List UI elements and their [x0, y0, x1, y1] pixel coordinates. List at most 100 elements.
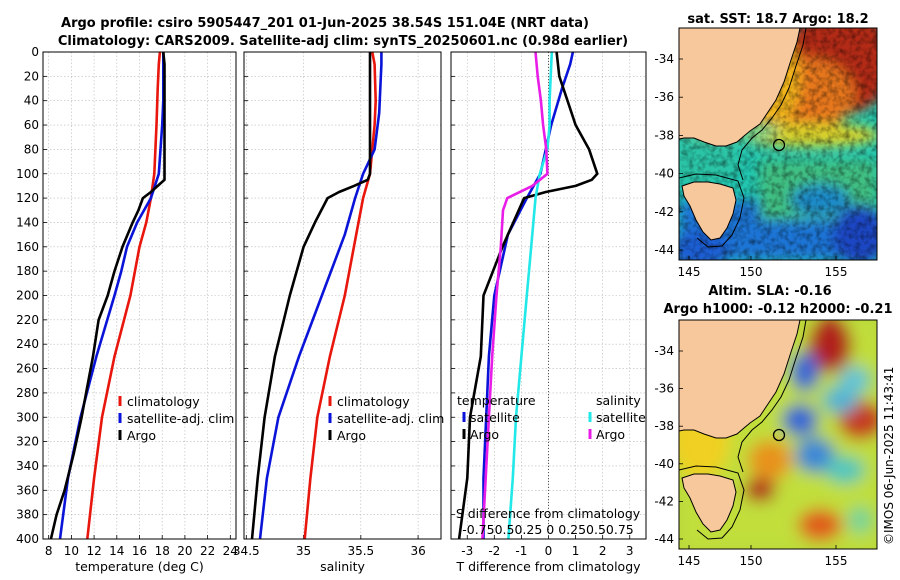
- difference-xtick-label: 3: [626, 544, 634, 558]
- temperature-xtick-label: 12: [86, 544, 101, 558]
- depth-tick-label: 120: [16, 191, 39, 205]
- depth-tick-label: 220: [16, 313, 39, 327]
- legend-temperature-satellite-label: satellite: [470, 410, 520, 425]
- difference-xtick-label: -1: [515, 544, 527, 558]
- depth-tick-label: 240: [16, 337, 39, 351]
- sla-mainland: [679, 320, 801, 439]
- sst-tasmania: [681, 181, 737, 241]
- temperature-axes-frame: [42, 51, 237, 540]
- salinity-legend-label: climatology: [337, 394, 410, 409]
- salinity-xtick-label: 36: [410, 544, 425, 558]
- temperature-xtick-label: 10: [64, 544, 79, 558]
- difference-axes-frame: [450, 51, 647, 540]
- salinity-xtick-label: 35.5: [347, 544, 374, 558]
- sla-argo-location-marker: [772, 428, 786, 442]
- depth-tick-label: 260: [16, 362, 39, 376]
- difference-xtick-label: 1: [572, 544, 580, 558]
- figure-title-line1: Argo profile: csiro 5905447_201 01-Jun-2…: [61, 16, 589, 31]
- figure-title-line2: Climatology: CARS2009. Satellite-adj cli…: [58, 34, 628, 49]
- depth-tick-label: 340: [16, 459, 39, 473]
- sst-shelf-contour: [737, 28, 807, 181]
- sst-map: sat. SST: 18.7 Argo: 18.2: [654, 12, 878, 279]
- map-ytick-label: -44: [654, 243, 674, 257]
- salinity-line-satellite-adj-clim: [258, 52, 383, 539]
- temperature-xtick-label: 24: [223, 544, 238, 558]
- difference-line-salinity-argo: [481, 52, 549, 539]
- salinity-line-argo: [250, 52, 372, 539]
- difference-line-salinity-satellite: [507, 52, 554, 539]
- depth-tick-label: 40: [24, 94, 39, 108]
- map-ytick-label: -40: [654, 457, 674, 471]
- difference-xtick-label: -2: [488, 544, 500, 558]
- temperature-xlabel: temperature (deg C): [75, 559, 204, 574]
- map-xtick-label: 155: [825, 265, 848, 279]
- map-ytick-label: -34: [654, 52, 674, 66]
- map-ytick-label: -36: [654, 90, 674, 104]
- sst-map-title: sat. SST: 18.7 Argo: 18.2: [687, 12, 868, 27]
- temperature-xtick-label: 8: [45, 544, 53, 558]
- temperature-line-climatology: [86, 52, 162, 539]
- sla-map-axes: -34 -36 -38 -40 -42 -44 145 150 155: [654, 344, 847, 568]
- sla-map-title1: Altim. SLA: -0.16: [708, 284, 831, 299]
- legend-temperature-argo-label: Argo: [470, 427, 499, 442]
- depth-tick-label: 20: [24, 69, 39, 83]
- map-ytick-label: -36: [654, 382, 674, 396]
- difference-xtick-label: 2: [599, 544, 607, 558]
- difference-xtick-label: 0: [545, 544, 553, 558]
- temperature-panel: 0 20 40 60 80 100 120 140 160 180 200 220 240 260 280 3…: [16, 45, 238, 574]
- difference-top-xlabel: S difference from climatology: [456, 506, 641, 521]
- temperature-legend-label: Argo: [127, 428, 156, 443]
- difference-line-temperature-argo: [457, 52, 599, 539]
- difference-top-tick-labels: -0.750.50.25 0 0.250.50.75: [462, 522, 634, 537]
- map-ytick-label: -34: [654, 344, 674, 358]
- sla-tasmania: [681, 473, 737, 533]
- depth-tick-label: 80: [24, 142, 39, 156]
- difference-xtick-label: -3: [461, 544, 473, 558]
- salinity-axes-frame: [243, 51, 442, 540]
- sla-map: Altim. SLA: -0.16 Argo h1000: -0.12 h200…: [654, 284, 892, 568]
- salinity-legend-label: satellite-adj. clim: [337, 411, 444, 426]
- salinity-xtick-label: 35: [296, 544, 311, 558]
- salinity-series-group: [250, 52, 383, 539]
- map-ytick-label: -40: [654, 167, 674, 181]
- salinity-legend-label: Argo: [337, 428, 366, 443]
- temperature-xtick-label: 14: [109, 544, 124, 558]
- sst-tasmania-contour: [679, 173, 745, 248]
- map-ytick-label: -42: [654, 494, 674, 508]
- depth-tick-label: 280: [16, 386, 39, 400]
- difference-xlabel: T difference from climatology: [455, 559, 641, 574]
- sst-map-axes: -34 -36 -38 -40 -42 -44 145 150 155: [654, 52, 847, 279]
- difference-series-group: [457, 52, 599, 539]
- depth-tick-label: 300: [16, 410, 39, 424]
- legend-temperature-title: temperature: [457, 393, 536, 408]
- map-ytick-label: -44: [654, 532, 674, 546]
- temperature-legend-label: satellite-adj. clim: [127, 411, 234, 426]
- map-ytick-label: -38: [654, 419, 674, 433]
- legend-salinity-argo-label: Argo: [596, 427, 625, 442]
- sst-argo-location-marker: [772, 138, 786, 152]
- sla-map-title2: Argo h1000: -0.12 h2000: -0.21: [663, 302, 892, 317]
- depth-tick-label: 360: [16, 483, 39, 497]
- depth-tick-label: 160: [16, 240, 39, 254]
- map-xtick-label: 145: [678, 554, 701, 568]
- temperature-xtick-label: 22: [200, 544, 215, 558]
- temperature-xtick-label: 16: [132, 544, 147, 558]
- map-xtick-label: 150: [740, 554, 763, 568]
- temperature-legend-label: climatology: [127, 394, 200, 409]
- depth-tick-label: 140: [16, 215, 39, 229]
- imos-credit: ©IMOS 06-Jun-2025 11:43:41: [882, 367, 896, 545]
- temperature-series-group: [49, 52, 166, 539]
- map-xtick-label: 145: [678, 265, 701, 279]
- temperature-xtick-label: 18: [155, 544, 170, 558]
- salinity-xtick-label: 34.5: [233, 544, 260, 558]
- salinity-panel: 34.5 35 35.5 36 salinity climatology satellite…: [233, 51, 444, 574]
- temperature-line-argo: [49, 52, 166, 539]
- salinity-line-climatology: [303, 52, 378, 539]
- legend-salinity-title: salinity: [596, 393, 641, 408]
- temperature-xtick-label: 20: [177, 544, 192, 558]
- salinity-xlabel: salinity: [320, 559, 365, 574]
- map-ytick-label: -38: [654, 128, 674, 142]
- map-ytick-label: -42: [654, 205, 674, 219]
- depth-tick-label: 380: [16, 508, 39, 522]
